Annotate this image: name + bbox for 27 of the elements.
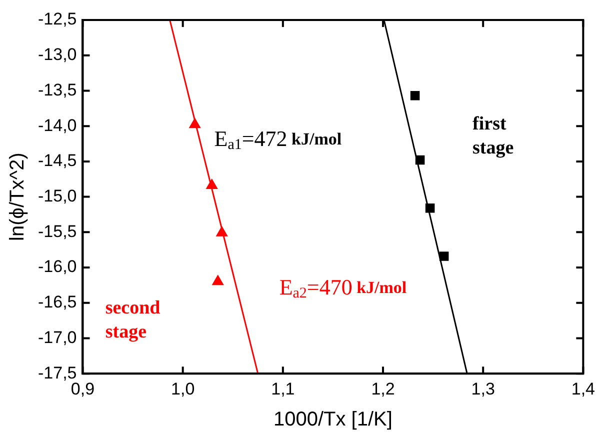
- x-axis-title: 1000/Tx [1/K]: [273, 408, 392, 431]
- y-tick-label: -15,0: [38, 186, 77, 206]
- y-axis-title: ln(ϕ/Tx^2): [6, 152, 29, 241]
- y-tick-label: -15,5: [38, 222, 77, 241]
- y-tick-label: -16,5: [38, 292, 77, 312]
- point: [425, 203, 435, 213]
- x-tick-label: 1,0: [171, 379, 195, 398]
- x-tick-label: 1,2: [371, 379, 395, 398]
- y-tick-label: -17,0: [38, 328, 77, 347]
- annotation: first stage: [472, 114, 514, 159]
- point: [189, 118, 200, 128]
- annotation: second stage: [105, 297, 161, 342]
- x-tick-label: 1,1: [271, 379, 295, 398]
- x-tick-label: 1,3: [471, 379, 495, 398]
- point: [212, 275, 224, 286]
- point: [415, 155, 425, 165]
- point: [206, 179, 218, 189]
- y-tick-label: -13,5: [38, 80, 77, 100]
- y-tick-label: -13,0: [38, 45, 77, 64]
- y-tick-label: -12,5: [38, 10, 77, 29]
- y-tick-label: -16,0: [38, 257, 77, 276]
- y-tick-label: -14,0: [38, 116, 77, 135]
- point: [410, 91, 420, 100]
- point: [216, 226, 228, 236]
- x-tick-label: 1,4: [571, 379, 596, 398]
- point: [439, 252, 449, 261]
- y-tick-label: -14,5: [38, 151, 77, 170]
